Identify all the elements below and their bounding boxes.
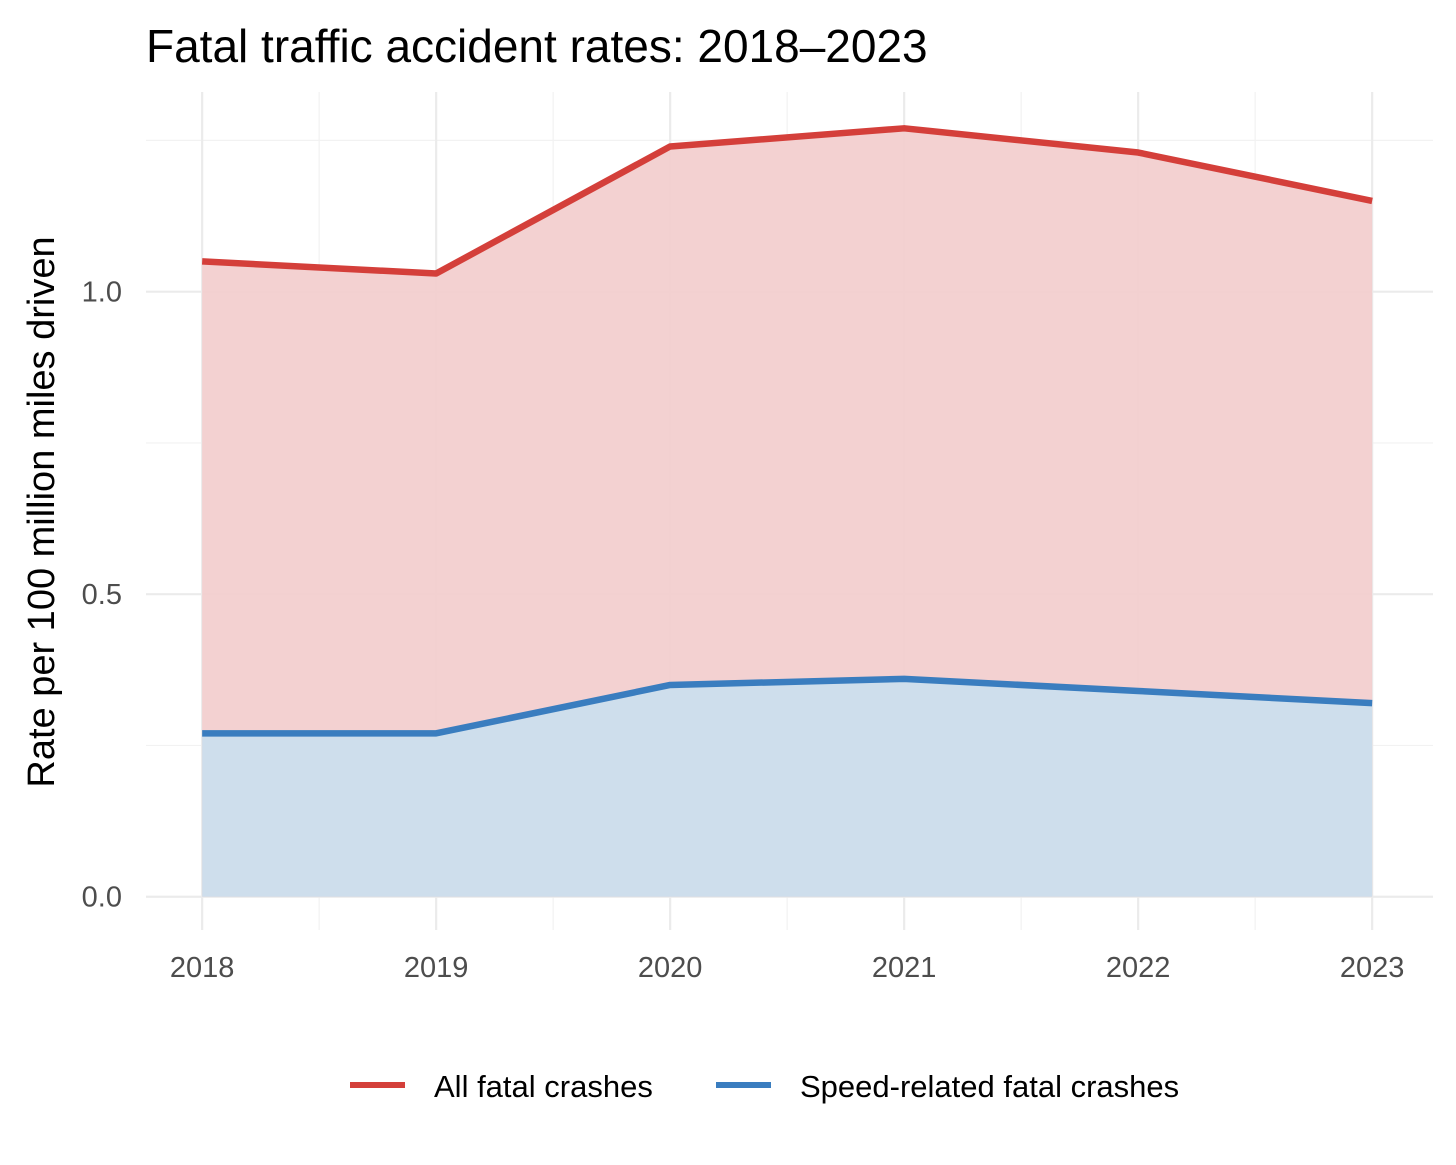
line-speed-related-fatal-crashes (202, 675, 1373, 737)
x-tick-label: 2023 (1340, 952, 1405, 984)
areas (202, 128, 1373, 897)
x-tick-label: 2018 (170, 952, 235, 984)
legend-label-speed-related-fatal-crashes: Speed-related fatal crashes (800, 1069, 1179, 1104)
series-lines (201, 125, 1373, 737)
y-axis-label: Rate per 100 million miles driven (21, 236, 63, 787)
y-tick-label: 0.0 (82, 882, 122, 914)
line-all-fatal-crashes (201, 125, 1373, 277)
y-tick-label: 1.0 (82, 277, 122, 309)
x-tick-label: 2019 (404, 952, 469, 984)
chart-title: Fatal traffic accident rates: 2018–2023 (146, 20, 928, 72)
x-tick-label: 2021 (872, 952, 937, 984)
legend-label-all-fatal-crashes: All fatal crashes (434, 1069, 653, 1104)
legend: All fatal crashes Speed-related fatal cr… (350, 1069, 1179, 1104)
area-speed-related-fatal-crashes (202, 678, 1373, 897)
y-tick-label: 0.5 (82, 579, 122, 611)
x-tick-label: 2020 (638, 952, 703, 984)
x-tick-label: 2022 (1106, 952, 1171, 984)
axes: 0.0 0.5 1.0 2018 2019 2020 2021 2022 2023 (82, 277, 1405, 984)
